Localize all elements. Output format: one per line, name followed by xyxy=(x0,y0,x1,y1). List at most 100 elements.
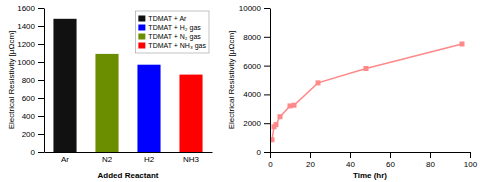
tick: 2000 xyxy=(243,119,270,128)
tick: 1000 xyxy=(17,58,44,67)
tick-mark xyxy=(264,66,270,67)
line-marks xyxy=(270,42,465,143)
y-axis-title: Electrical Resistivity [μΩcm] xyxy=(7,31,16,130)
tick: 800 xyxy=(22,76,44,85)
tick-label: 400 xyxy=(22,112,36,121)
tick: 6000 xyxy=(243,62,270,71)
y-axis-title: Electrical Resistivity [μΩcm] xyxy=(227,31,236,130)
x-axis-title: Time (hr) xyxy=(353,171,387,180)
tick-label: 1200 xyxy=(17,40,35,49)
tick-label: 10000 xyxy=(239,4,262,13)
legend-label: TDMAT + H₂ gas xyxy=(148,24,201,32)
tick-mark xyxy=(430,152,431,158)
legend-label: TDMAT + Ar xyxy=(148,15,187,22)
tick: 1600 xyxy=(17,4,44,13)
tick-label: 100 xyxy=(464,160,478,169)
tick-label: 0 xyxy=(257,148,262,157)
tick-label: N2 xyxy=(102,155,113,164)
tick-mark xyxy=(264,8,270,9)
tick: 400 xyxy=(22,112,44,121)
tick-mark xyxy=(38,152,44,153)
tick: 20 xyxy=(306,152,315,169)
tick-mark xyxy=(38,62,44,63)
tick: 80 xyxy=(426,152,435,169)
marker xyxy=(460,42,465,47)
tick-mark xyxy=(38,80,44,81)
bar xyxy=(137,65,160,152)
tick-label: 2000 xyxy=(243,119,261,128)
tick-label: 60 xyxy=(386,160,395,169)
tick: 8000 xyxy=(243,33,270,42)
bar xyxy=(179,75,202,152)
tick: H2 xyxy=(144,155,155,164)
marker xyxy=(316,80,321,85)
tick-mark xyxy=(270,152,271,158)
tick-mark xyxy=(310,152,311,158)
x-axis-title: Added Reactant xyxy=(98,171,159,180)
x-axis: 020406080100 xyxy=(268,152,477,169)
legend-swatch xyxy=(138,34,145,40)
line xyxy=(272,44,462,140)
marker xyxy=(364,66,369,71)
tick-label: 0 xyxy=(268,160,273,169)
bars xyxy=(53,19,202,152)
axis-domain xyxy=(271,152,471,153)
tick: 4000 xyxy=(243,90,270,99)
tick: 60 xyxy=(386,152,395,169)
legend-swatch xyxy=(138,43,145,49)
tick-label: 80 xyxy=(426,160,435,169)
tick-mark xyxy=(264,94,270,95)
tick: 0 xyxy=(257,148,270,157)
tick: N2 xyxy=(102,155,113,164)
marker xyxy=(278,114,283,119)
tick: 0 xyxy=(268,152,273,169)
tick: 200 xyxy=(22,130,44,139)
tick-label: NH3 xyxy=(183,155,200,164)
bar xyxy=(53,19,76,152)
axis-domain xyxy=(45,152,213,153)
tick-mark xyxy=(38,116,44,117)
legend-label: TDMAT + N₂ gas xyxy=(148,33,201,41)
x-axis: Ar N2 H2 NH3 xyxy=(45,153,213,164)
tick: 0 xyxy=(31,148,44,157)
tick-label: 8000 xyxy=(243,33,261,42)
tick-label: 4000 xyxy=(243,90,261,99)
tick-mark xyxy=(264,152,270,153)
tick-label: 1400 xyxy=(17,22,35,31)
tick-label: H2 xyxy=(144,155,155,164)
tick: 1400 xyxy=(17,22,44,31)
y-axis: 0 200 400 600 800 1000 1200 1400 1600 xyxy=(17,4,44,157)
tick-mark xyxy=(38,134,44,135)
tick-label: 600 xyxy=(22,94,36,103)
tick: 100 xyxy=(464,152,478,169)
tick-mark xyxy=(470,152,471,158)
y-axis: 0 2000 4000 6000 8000 10000 xyxy=(239,4,271,157)
marker xyxy=(292,103,297,108)
legend-swatch xyxy=(138,16,145,22)
tick: Ar xyxy=(61,155,69,164)
tick-mark xyxy=(38,26,44,27)
legend: TDMAT + Ar TDMAT + H₂ gasTDMAT + N₂ gasTD… xyxy=(135,11,209,53)
tick: NH3 xyxy=(183,155,200,164)
marker xyxy=(274,122,279,127)
tick-label: 1000 xyxy=(17,58,35,67)
tick-mark xyxy=(38,98,44,99)
tick-label: 20 xyxy=(306,160,315,169)
bar xyxy=(95,54,118,152)
axis-domain xyxy=(44,9,45,153)
legend-label: TDMAT + NH₃ gas xyxy=(148,42,206,50)
tick-label: Ar xyxy=(61,155,69,164)
tick-label: 0 xyxy=(31,148,36,157)
tick-mark xyxy=(38,44,44,45)
axis-domain xyxy=(270,9,271,153)
tick-mark xyxy=(390,152,391,158)
tick-label: 6000 xyxy=(243,62,261,71)
tick-mark xyxy=(350,152,351,158)
chart-svg: ArN2H2NH302004006008001000120014001600Ad… xyxy=(0,0,480,182)
tick-mark xyxy=(38,8,44,9)
tick-mark xyxy=(264,37,270,38)
tick-label: 1600 xyxy=(17,4,35,13)
tick: 1200 xyxy=(17,40,44,49)
legend-frame xyxy=(135,11,209,53)
tick-label: 800 xyxy=(22,76,36,85)
